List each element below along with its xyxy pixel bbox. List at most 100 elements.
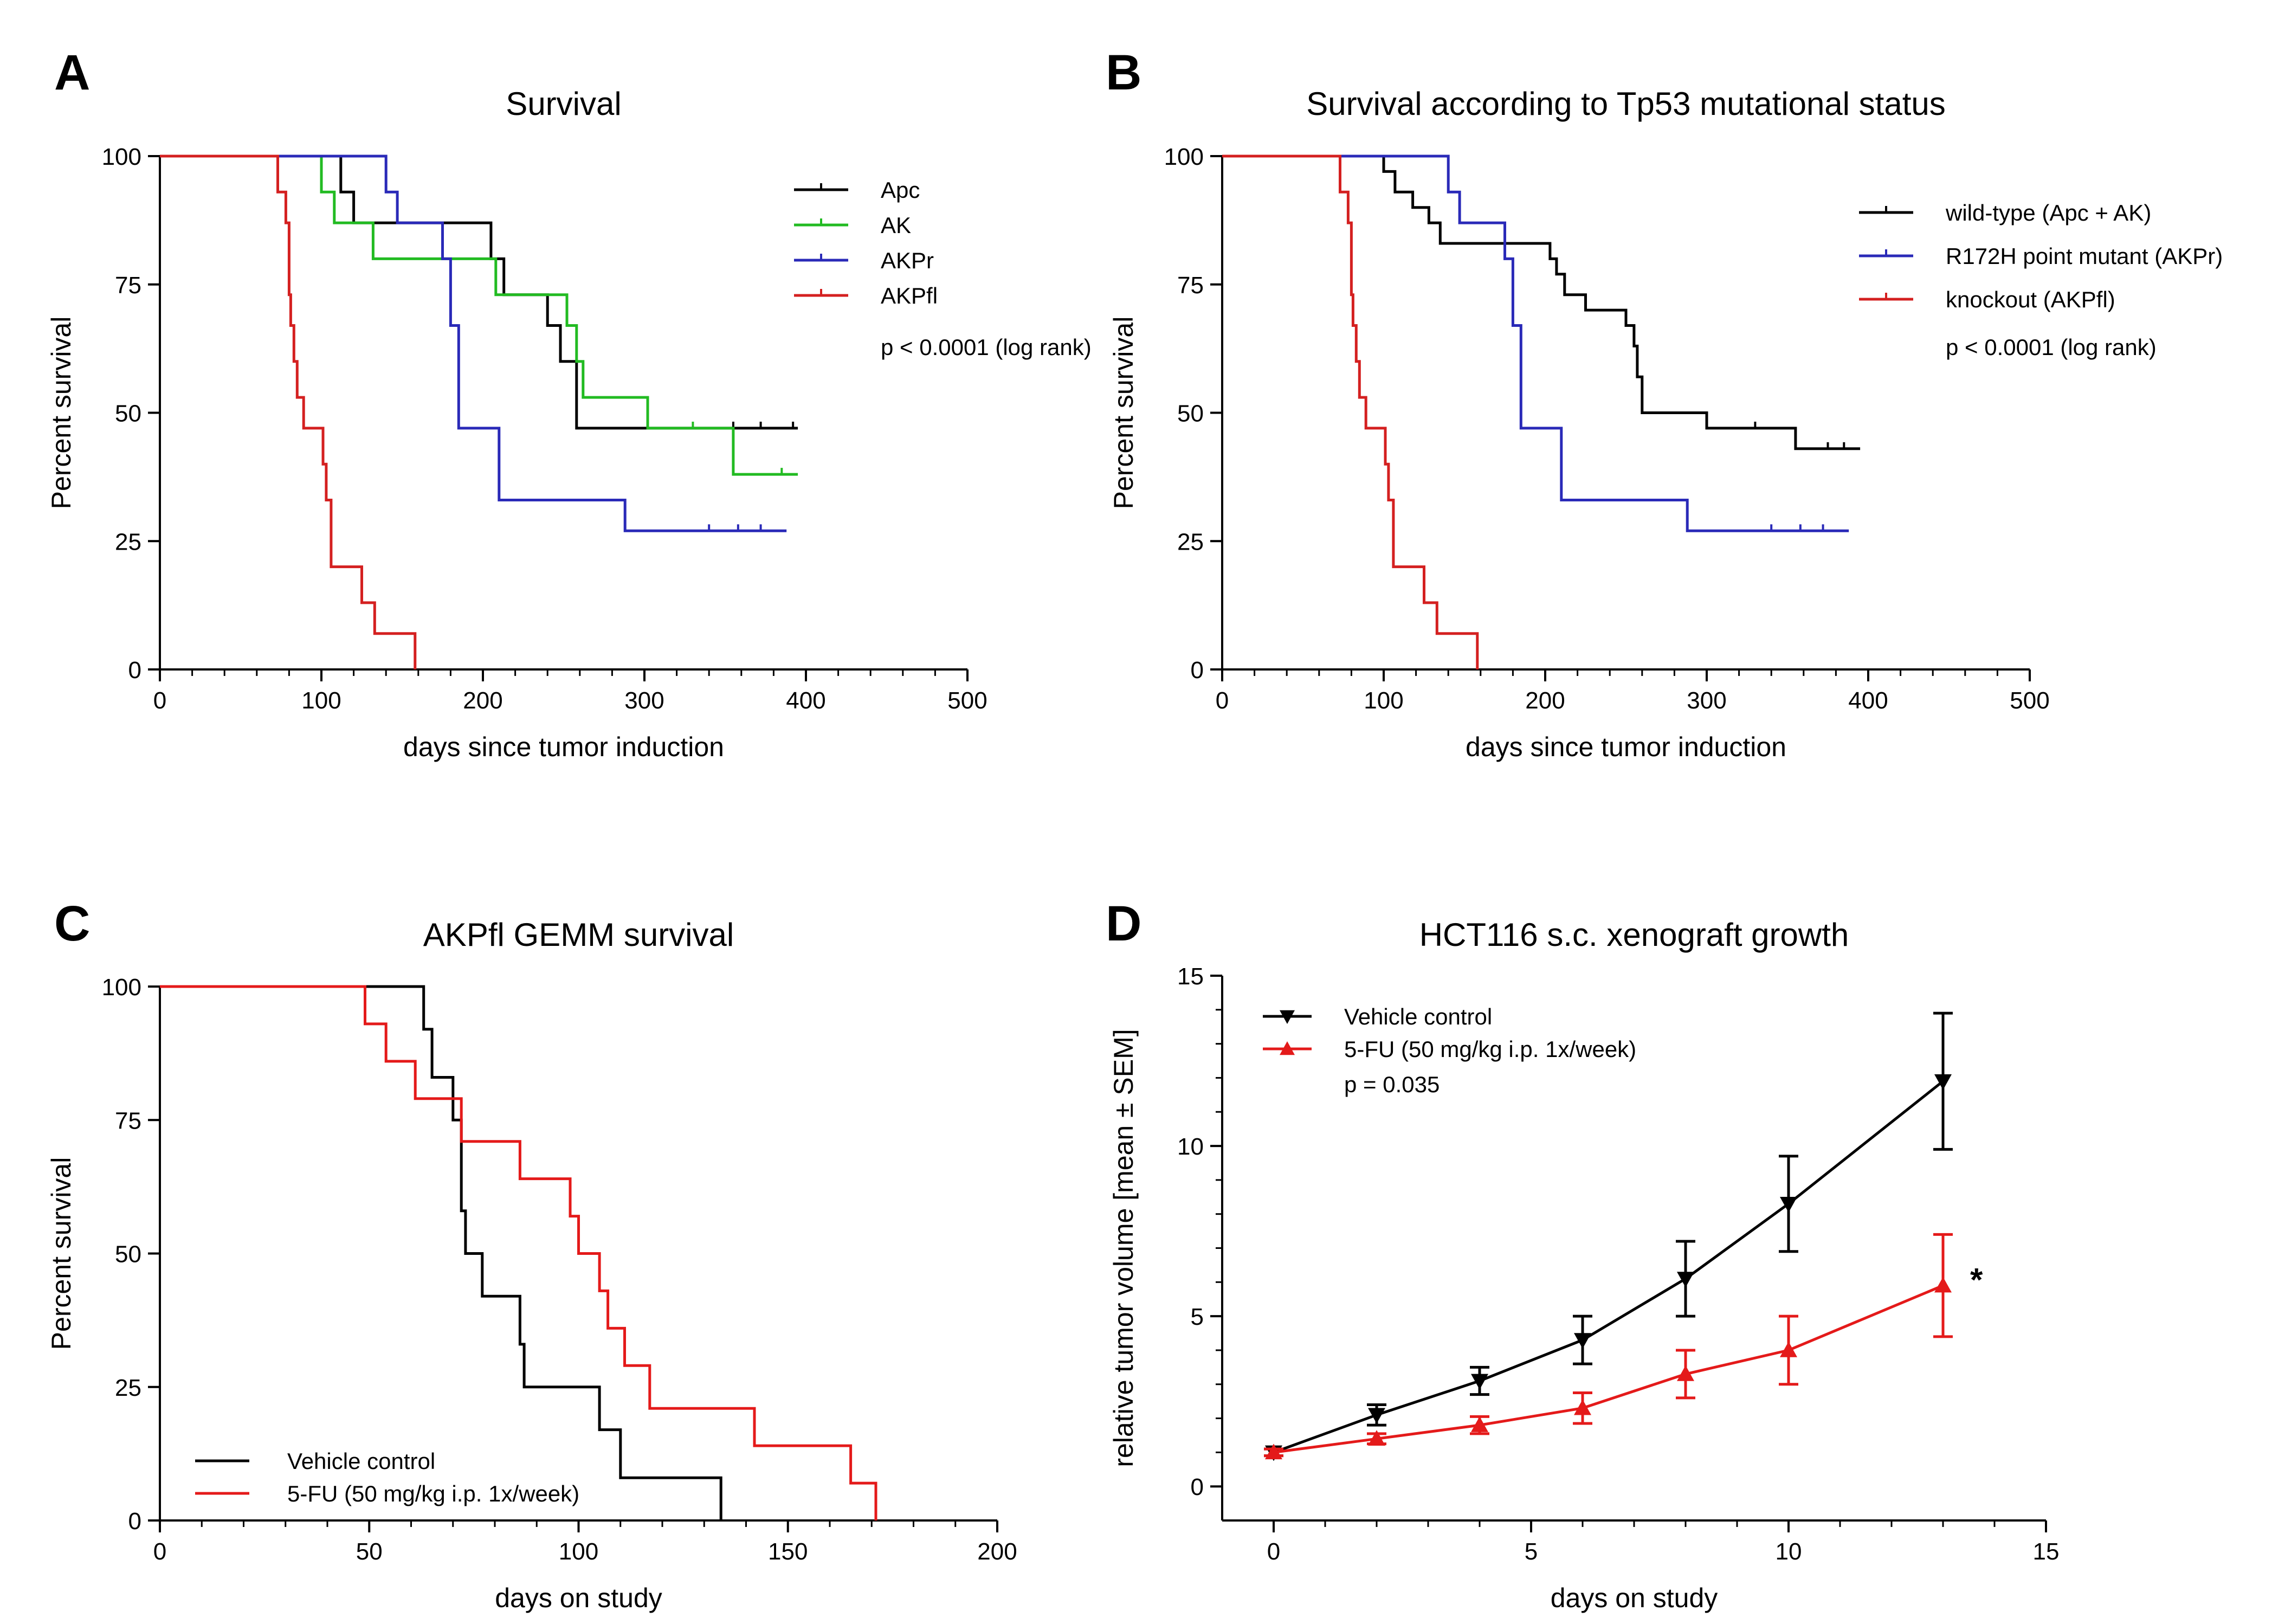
- y-axis-label: Percent survival: [46, 1157, 76, 1350]
- series-line: [1273, 1080, 1944, 1454]
- legend-label: R172H point mutant (AKPr): [1946, 243, 2223, 269]
- x-tick-label: 0: [153, 1538, 166, 1565]
- x-axis-label: days since tumor induction: [1466, 732, 1786, 762]
- y-tick-label: 0: [128, 1508, 141, 1535]
- data-point: [1677, 1272, 1694, 1288]
- x-tick-label: 200: [977, 1538, 1017, 1565]
- series-line-knockout-akpfl-: [1222, 154, 1479, 669]
- y-axis-label: relative tumor volume [mean ± SEM]: [1108, 1029, 1139, 1467]
- legend-label: knockout (AKPfl): [1946, 287, 2115, 312]
- x-tick-label: 10: [1776, 1538, 1802, 1565]
- data-point: [1780, 1197, 1797, 1213]
- y-tick-label: 100: [102, 144, 141, 170]
- legend-label: wild-type (Apc + AK): [1945, 200, 2151, 225]
- y-tick-label: 0: [128, 657, 141, 684]
- panel-c: C AKPfl GEMM survival 0 50 100 150 200 0 25 50 75 1…: [46, 896, 1017, 1613]
- y-tick-label: 25: [1177, 529, 1204, 555]
- panel-letter: A: [54, 45, 90, 100]
- legend-label: AKPr: [881, 248, 934, 273]
- y-tick-label: 75: [1177, 272, 1204, 299]
- y-tick-label: 15: [1177, 963, 1204, 990]
- x-tick-label: 500: [947, 687, 987, 714]
- significance-marker: *: [1970, 1262, 1983, 1298]
- series-line-ak: [160, 154, 798, 476]
- y-tick-label: 100: [1164, 144, 1204, 170]
- series-line-akpfl: [160, 154, 417, 669]
- x-tick-label: 0: [1216, 687, 1229, 714]
- y-tick-label: 50: [1177, 401, 1204, 427]
- panel-letter: D: [1106, 896, 1141, 951]
- y-tick-label: 5: [1191, 1304, 1204, 1330]
- chart-title: AKPfl GEMM survival: [423, 917, 734, 953]
- x-axis-label: days on study: [1551, 1583, 1718, 1613]
- data-point: [1368, 1430, 1385, 1446]
- x-tick-label: 300: [1687, 687, 1726, 714]
- legend-label: Apc: [881, 177, 920, 203]
- legend-marker: [1280, 1010, 1295, 1024]
- data-point: [1574, 1333, 1591, 1349]
- data-point: [1471, 1416, 1488, 1432]
- data-point: [1677, 1365, 1694, 1381]
- legend-label: AKPfl: [881, 283, 938, 308]
- series-line-vehicle-control: [160, 985, 722, 1520]
- y-tick-label: 75: [115, 1107, 141, 1134]
- p-value-annotation: p < 0.0001 (log rank): [881, 334, 1092, 360]
- y-tick-label: 0: [1191, 657, 1204, 684]
- data-point: [1265, 1443, 1282, 1460]
- legend-marker: [1280, 1041, 1295, 1055]
- y-tick-label: 50: [115, 401, 141, 427]
- legend-label: 5-FU (50 mg/kg i.p. 1x/week): [287, 1481, 579, 1506]
- data-point: [1934, 1074, 1952, 1090]
- series-line-akpr: [160, 154, 787, 532]
- x-tick-label: 100: [301, 687, 341, 714]
- x-tick-label: 400: [786, 687, 825, 714]
- series-line-5-fu-50-mg-kg-i-p-1x-week-: [160, 985, 877, 1520]
- data-point: [1471, 1374, 1488, 1390]
- x-tick-label: 150: [768, 1538, 808, 1565]
- series-line-wild-type-apc-ak-: [1222, 154, 1861, 450]
- x-axis-label: days since tumor induction: [403, 732, 724, 762]
- x-axis-label: days on study: [495, 1583, 662, 1613]
- x-tick-label: 400: [1848, 687, 1888, 714]
- y-tick-label: 25: [115, 529, 141, 555]
- legend-label: 5-FU (50 mg/kg i.p. 1x/week): [1344, 1036, 1636, 1062]
- panel-a: A Survival 0 100 200 300 400 500 0 25 50 75 100 days …: [46, 45, 1092, 762]
- panel-d: D HCT116 s.c. xenograft growth 0 5 10 15 0 5 10 1…: [1106, 896, 2059, 1613]
- x-tick-label: 200: [463, 687, 502, 714]
- x-tick-label: 15: [2033, 1538, 2060, 1565]
- data-point: [1368, 1408, 1385, 1424]
- data-point: [1934, 1277, 1952, 1293]
- data-point: [1780, 1341, 1797, 1357]
- x-tick-label: 300: [624, 687, 664, 714]
- panel-letter: B: [1106, 45, 1141, 100]
- series-line: [1273, 1284, 1944, 1454]
- series-line-apc: [160, 154, 798, 430]
- y-tick-label: 25: [115, 1375, 141, 1401]
- x-tick-label: 0: [1267, 1538, 1280, 1565]
- legend-label: AK: [881, 212, 911, 238]
- x-tick-label: 200: [1525, 687, 1565, 714]
- y-tick-label: 50: [115, 1241, 141, 1268]
- x-tick-label: 5: [1525, 1538, 1538, 1565]
- chart-title: HCT116 s.c. xenograft growth: [1419, 917, 1849, 953]
- p-value-annotation: p < 0.0001 (log rank): [1946, 334, 2157, 360]
- x-tick-label: 50: [356, 1538, 383, 1565]
- panel-b: B Survival according to Tp53 mutational s…: [1106, 45, 2223, 762]
- y-axis-label: Percent survival: [46, 317, 76, 510]
- x-tick-label: 100: [1364, 687, 1403, 714]
- p-value-annotation: p = 0.035: [1344, 1072, 1440, 1097]
- x-tick-label: 500: [2010, 687, 2049, 714]
- y-tick-label: 10: [1177, 1133, 1204, 1160]
- x-tick-label: 0: [153, 687, 166, 714]
- x-tick-label: 100: [559, 1538, 598, 1565]
- chart-title: Survival according to Tp53 mutational st…: [1306, 86, 1946, 122]
- y-tick-label: 0: [1191, 1474, 1204, 1500]
- legend-label: Vehicle control: [1344, 1004, 1492, 1029]
- legend-label: Vehicle control: [287, 1448, 435, 1474]
- y-tick-label: 75: [115, 272, 141, 299]
- data-point: [1574, 1399, 1591, 1415]
- y-axis-label: Percent survival: [1108, 317, 1139, 510]
- series-line-r172h-point-mutant-akpr-: [1222, 154, 1849, 532]
- y-tick-label: 100: [102, 974, 141, 1001]
